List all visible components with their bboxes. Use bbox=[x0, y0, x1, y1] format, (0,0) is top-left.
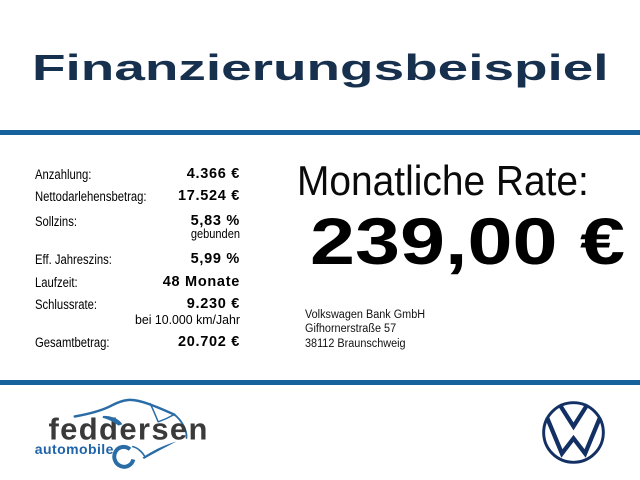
svg-text:feddersen: feddersen bbox=[49, 411, 209, 446]
svg-text:automobile: automobile bbox=[35, 441, 114, 457]
